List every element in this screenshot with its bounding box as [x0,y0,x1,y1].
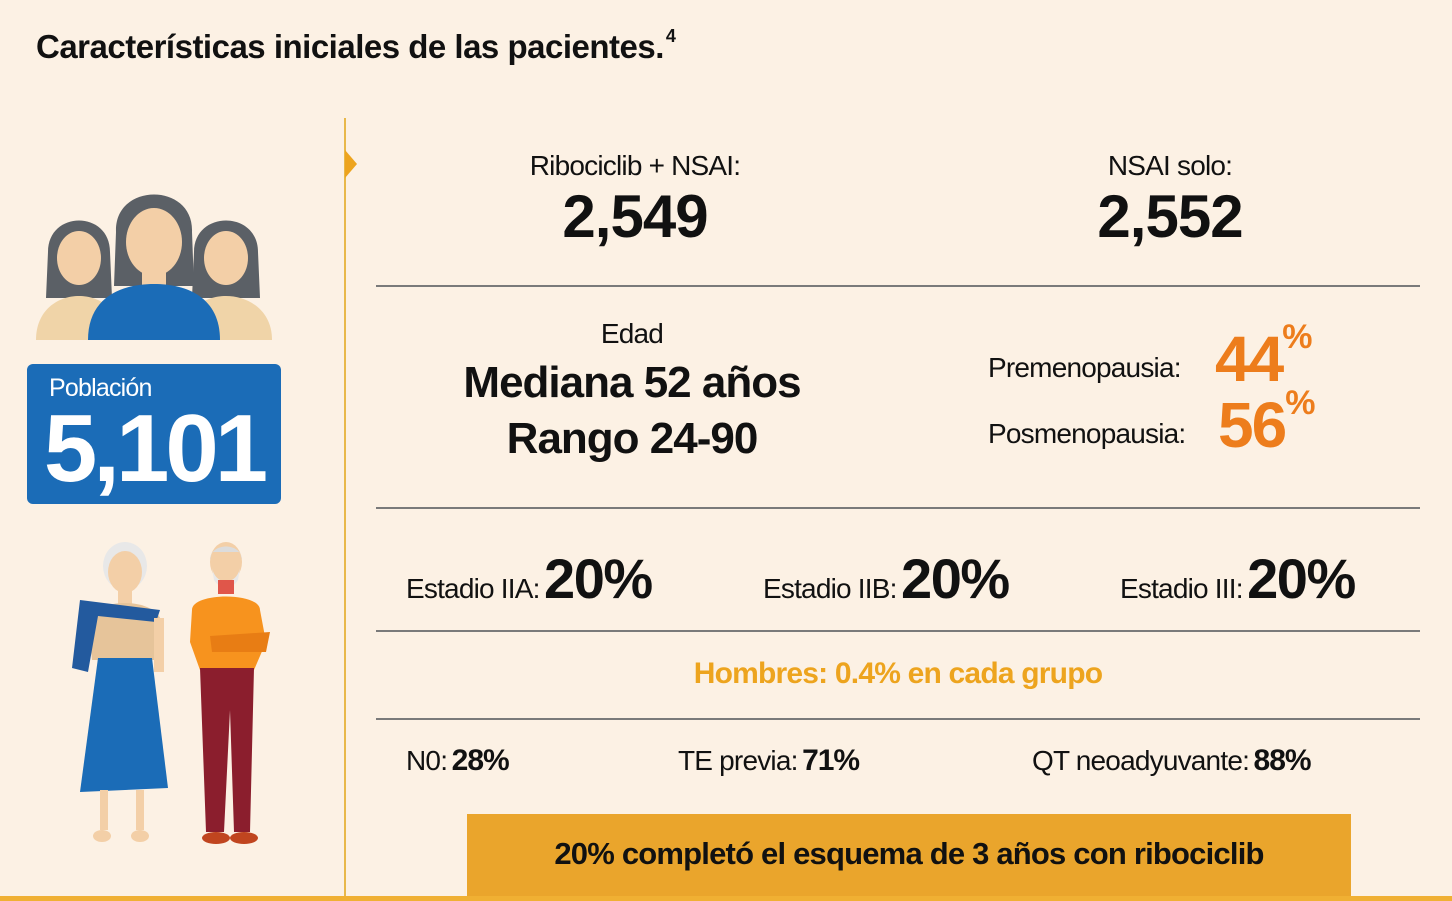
premenopause-label: Premenopausia: [988,352,1182,383]
n0-label: N0: [406,745,448,776]
postmenopause-label: Posmenopausia: [988,418,1186,449]
stage-iib-label: Estadio IIB: [763,573,897,604]
n0-value: 28% [451,744,510,777]
divider-arrow-marker [345,150,357,178]
row-divider [376,630,1420,632]
stage-iia: Estadio IIA: 20% [406,546,653,611]
arm-ribociclib-label: Ribociclib + NSAI: [529,150,741,181]
qt-neoadyuvante-label: QT neoadyuvante: [1032,745,1250,776]
postmenopause-value: 56% [1218,384,1315,461]
arm-nsai-value: 2,552 [1097,183,1243,250]
stage-iib: Estadio IIB: 20% [763,546,1010,611]
elderly-couple-illustration [72,542,270,844]
footer-text: 20% completó el esquema de 3 años con ri… [554,836,1264,871]
population-label: Población [49,374,152,402]
te-previa-stat: TE previa: 71% [678,744,860,778]
row-divider [376,718,1420,720]
population-value: 5,101 [43,395,268,502]
stage-iii-label: Estadio III: [1120,573,1244,604]
qt-neoadyuvante-stat: QT neoadyuvante: 88% [1032,744,1312,778]
bottom-rule [0,896,1452,901]
stage-iib-value: 20% [901,547,1010,610]
age-label: Edad [600,318,664,349]
women-group-icon [36,194,272,340]
elderly-man-icon [190,542,270,844]
footer-banner: 20% completó el esquema de 3 años con ri… [467,814,1351,896]
n0-stat: N0: 28% [406,744,510,778]
row-divider [376,285,1420,287]
te-previa-label: TE previa: [678,745,798,776]
title-reference: 4 [665,26,676,46]
arm-ribociclib-value: 2,549 [562,183,708,250]
stage-iia-label: Estadio IIA: [406,573,540,604]
stage-iii-value: 20% [1247,547,1356,610]
te-previa-value: 71% [802,744,860,777]
arm-nsai-label: NSAI solo: [1107,150,1233,181]
stage-iii: Estadio III: 20% [1120,546,1356,611]
age-range: Rango 24-90 [506,414,759,463]
men-note: Hombres: 0.4% en cada grupo [693,657,1103,690]
vertical-divider [344,118,346,901]
qt-neoadyuvante-value: 88% [1253,744,1312,777]
stage-iia-value: 20% [544,547,653,610]
elderly-woman-icon [72,542,168,842]
population-box: Población 5,101 [27,364,281,504]
row-divider [376,507,1420,509]
age-median: Mediana 52 años [463,358,801,407]
page-title: Características iniciales de las pacient… [36,26,676,65]
premenopause-value: 44% [1215,318,1312,395]
